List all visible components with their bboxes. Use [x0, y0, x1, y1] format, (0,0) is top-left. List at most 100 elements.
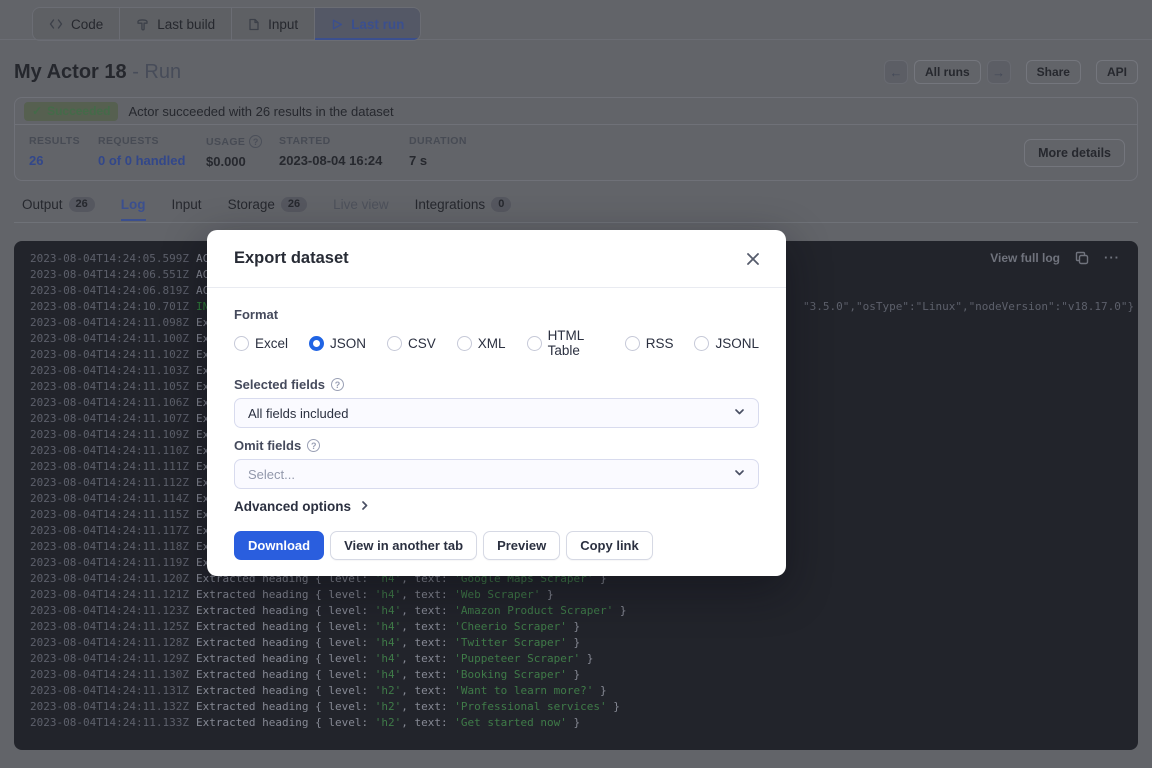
- tab-label: Input: [268, 16, 299, 32]
- log-timestamp: 2023-08-04T14:24:11.131Z: [30, 684, 189, 697]
- log-line-tail: "3.5.0","osType":"Linux","nodeVersion":"…: [803, 300, 1135, 313]
- format-option-jsonl[interactable]: JSONL: [694, 335, 759, 351]
- radio-icon[interactable]: [387, 335, 403, 351]
- log-timestamp: 2023-08-04T14:24:11.120Z: [30, 572, 189, 585]
- tab-input[interactable]: Input: [231, 8, 314, 40]
- help-icon[interactable]: ?: [331, 378, 345, 391]
- selected-fields-dropdown[interactable]: All fields included: [234, 398, 759, 428]
- log-line: 2023-08-04T14:24:11.110Z Ex: [30, 444, 210, 457]
- radio-icon[interactable]: [309, 335, 325, 351]
- run-tab-label: Live view: [333, 197, 389, 212]
- log-menu-icon[interactable]: ···: [1104, 250, 1120, 265]
- run-tab-integrations[interactable]: Integrations 0: [415, 197, 512, 221]
- run-tab-label: Output: [22, 197, 63, 212]
- download-button[interactable]: Download: [234, 531, 325, 560]
- modal-header: Export dataset: [207, 230, 786, 288]
- header-actions: ← All runs → Share API: [883, 60, 1138, 84]
- log-timestamp: 2023-08-04T14:24:11.103Z: [30, 364, 189, 377]
- format-option-label: CSV: [408, 335, 436, 351]
- format-option-label: JSON: [330, 335, 367, 351]
- run-tab-output[interactable]: Output 26: [22, 197, 95, 221]
- format-option-html-table[interactable]: HTML Table: [526, 328, 604, 358]
- log-line: 2023-08-04T14:24:11.130Z Extracted headin…: [30, 668, 581, 681]
- format-option-label: JSONL: [715, 335, 759, 351]
- tab-code[interactable]: Code: [33, 8, 119, 40]
- radio-icon[interactable]: [694, 335, 710, 351]
- log-line: 2023-08-04T14:24:11.100Z Ex: [30, 332, 210, 345]
- radio-icon[interactable]: [456, 335, 472, 351]
- log-timestamp: 2023-08-04T14:24:11.117Z: [30, 524, 189, 537]
- log-lines: 2023-08-04T14:24:05.599Z AC 2023-08-04T14:…: [30, 251, 1138, 731]
- log-timestamp: 2023-08-04T14:24:06.551Z: [30, 268, 189, 281]
- omit-fields-dropdown[interactable]: Select...: [234, 459, 759, 489]
- tab-label: Code: [71, 16, 104, 32]
- stat-results: RESULTS 26: [29, 135, 98, 169]
- log-line: 2023-08-04T14:24:11.107Z Ex: [30, 412, 210, 425]
- copy-icon[interactable]: [1075, 251, 1089, 265]
- format-option-csv[interactable]: CSV: [387, 335, 436, 351]
- preview-button[interactable]: Preview: [483, 531, 561, 560]
- log-line: 2023-08-04T14:24:11.098Z Ex: [30, 316, 210, 329]
- tab-last-run[interactable]: Last run: [314, 8, 421, 40]
- tab-last-build[interactable]: Last build: [119, 8, 231, 40]
- log-line: 2023-08-04T14:24:10.701Z IN "3.5.0","osTyp…: [30, 300, 1135, 313]
- api-button[interactable]: API: [1095, 60, 1138, 84]
- count-badge: 26: [68, 197, 95, 212]
- code-icon: [49, 18, 63, 30]
- run-tab-live-view: Live view: [333, 197, 389, 221]
- prev-run-button[interactable]: ←: [883, 60, 908, 84]
- chevron-down-icon: [733, 405, 746, 421]
- log-line: 2023-08-04T14:24:11.129Z Extracted headin…: [30, 652, 594, 665]
- log-line: 2023-08-04T14:24:11.123Z Extracted headin…: [30, 604, 627, 617]
- log-line: 2023-08-04T14:24:11.125Z Extracted headin…: [30, 620, 581, 633]
- export-dataset-modal: Export dataset Format Excel JSON CSV XML HTM…: [207, 230, 786, 576]
- log-timestamp: 2023-08-04T14:24:11.098Z: [30, 316, 189, 329]
- stat-value: 2023-08-04 16:24: [279, 153, 383, 168]
- radio-icon[interactable]: [624, 335, 640, 351]
- log-timestamp: 2023-08-04T14:24:11.107Z: [30, 412, 189, 425]
- log-timestamp: 2023-08-04T14:24:11.128Z: [30, 636, 189, 649]
- log-line: 2023-08-04T14:24:11.118Z Ex: [30, 540, 210, 553]
- modal-body: Format Excel JSON CSV XML HTML Table RSS JSONL…: [207, 288, 786, 576]
- help-icon[interactable]: ?: [249, 135, 263, 148]
- run-tab-log[interactable]: Log: [120, 197, 146, 221]
- stat-usage: USAGE? $0.000: [206, 135, 279, 169]
- log-line: 2023-08-04T14:24:11.121Z Extracted headin…: [30, 588, 554, 601]
- stat-duration: DURATION 7 s: [409, 135, 467, 168]
- log-timestamp: 2023-08-04T14:24:11.132Z: [30, 700, 189, 713]
- view-full-log-link[interactable]: View full log: [990, 250, 1060, 265]
- next-run-button[interactable]: →: [986, 60, 1011, 84]
- share-button[interactable]: Share: [1025, 60, 1081, 84]
- log-line: 2023-08-04T14:24:11.133Z Extracted headin…: [30, 716, 581, 729]
- log-timestamp: 2023-08-04T14:24:11.115Z: [30, 508, 189, 521]
- format-option-rss[interactable]: RSS: [624, 335, 673, 351]
- all-runs-button[interactable]: All runs: [913, 60, 981, 84]
- run-tab-input[interactable]: Input: [172, 197, 202, 221]
- view-in-another-tab-button[interactable]: View in another tab: [330, 531, 478, 560]
- file-icon: [248, 18, 260, 31]
- advanced-options-toggle[interactable]: Advanced options: [234, 499, 759, 514]
- stat-value[interactable]: 0 of 0 handled: [98, 153, 186, 168]
- more-details-button[interactable]: More details: [1024, 139, 1125, 167]
- radio-icon[interactable]: [526, 335, 542, 351]
- log-line: 2023-08-04T14:24:11.128Z Extracted headin…: [30, 636, 581, 649]
- top-tab-strip: Code Last build Input Last run: [0, 0, 1152, 41]
- selected-fields-value: All fields included: [248, 405, 349, 421]
- log-timestamp: 2023-08-04T14:24:11.100Z: [30, 332, 189, 345]
- radio-icon[interactable]: [234, 335, 249, 351]
- format-option-excel[interactable]: Excel: [234, 335, 288, 351]
- hammer-icon: [136, 18, 149, 31]
- format-option-json[interactable]: JSON: [309, 335, 367, 351]
- copy-link-button[interactable]: Copy link: [566, 531, 653, 560]
- log-line: 2023-08-04T14:24:11.115Z Ex: [30, 508, 210, 521]
- run-tabs: Output 26 Log Input Storage 26 Live view Integr…: [22, 197, 512, 221]
- log-line: 2023-08-04T14:24:11.103Z Ex: [30, 364, 210, 377]
- run-tab-storage[interactable]: Storage 26: [228, 197, 308, 221]
- help-icon[interactable]: ?: [307, 439, 321, 452]
- stat-value[interactable]: 26: [29, 153, 44, 168]
- stats-row: RESULTS 26 REQUESTS 0 of 0 handled USAGE? $0.…: [15, 125, 1137, 169]
- status-message: Actor succeeded with 26 results in the d…: [128, 103, 394, 119]
- close-icon[interactable]: [746, 252, 760, 266]
- format-option-xml[interactable]: XML: [456, 335, 506, 351]
- log-line: 2023-08-04T14:24:11.106Z Ex: [30, 396, 210, 409]
